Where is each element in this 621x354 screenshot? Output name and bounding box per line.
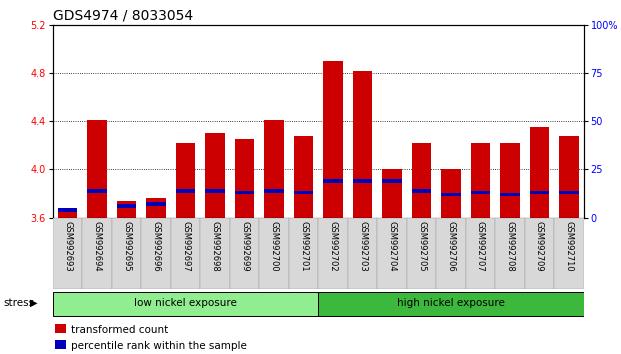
Bar (353, 70, 372, 218)
Text: GDS4974 / 8033054: GDS4974 / 8033054 (53, 8, 193, 22)
Bar (412, 143, 431, 218)
Bar (176, 143, 195, 218)
Bar (294, 136, 313, 218)
Bar (171, 218, 200, 289)
Bar (53, 218, 82, 289)
Bar (560, 191, 579, 194)
Bar (265, 189, 284, 193)
Bar (200, 218, 230, 289)
Bar (176, 189, 195, 193)
Bar (230, 218, 260, 289)
Bar (55, 324, 66, 333)
Text: GSM992700: GSM992700 (270, 221, 278, 272)
Bar (324, 61, 343, 218)
Bar (525, 218, 555, 289)
Text: stress: stress (3, 298, 34, 308)
Text: GSM992705: GSM992705 (417, 221, 426, 272)
Text: percentile rank within the sample: percentile rank within the sample (71, 341, 247, 351)
Bar (353, 179, 372, 183)
Text: transformed count: transformed count (71, 325, 169, 335)
Bar (294, 191, 313, 194)
Bar (471, 191, 490, 194)
Text: GSM992698: GSM992698 (211, 221, 219, 272)
Text: GSM992707: GSM992707 (476, 221, 485, 272)
Bar (265, 120, 284, 218)
Text: GSM992701: GSM992701 (299, 221, 308, 272)
Bar (496, 218, 525, 289)
Bar (501, 143, 520, 218)
Bar (383, 170, 402, 218)
Bar (530, 191, 549, 194)
Text: GSM992699: GSM992699 (240, 221, 249, 272)
Bar (88, 120, 107, 218)
Bar (206, 189, 225, 193)
Bar (289, 218, 318, 289)
Bar (471, 143, 490, 218)
Bar (260, 218, 289, 289)
Text: high nickel exposure: high nickel exposure (397, 298, 505, 308)
Bar (206, 133, 225, 218)
Bar (112, 218, 142, 289)
Bar (82, 218, 112, 289)
Text: GSM992702: GSM992702 (329, 221, 337, 272)
Text: GSM992694: GSM992694 (93, 221, 101, 272)
Text: ▶: ▶ (30, 298, 37, 308)
Text: GSM992708: GSM992708 (505, 221, 514, 272)
Bar (348, 218, 378, 289)
Bar (319, 292, 584, 315)
Bar (442, 193, 461, 196)
Bar (142, 218, 171, 289)
Bar (117, 204, 136, 208)
Bar (147, 202, 166, 206)
Text: GSM992697: GSM992697 (181, 221, 190, 272)
Bar (58, 209, 77, 218)
Text: GSM992693: GSM992693 (63, 221, 72, 272)
Text: GSM992696: GSM992696 (152, 221, 160, 272)
Text: GSM992704: GSM992704 (388, 221, 396, 272)
Bar (560, 136, 579, 218)
Bar (501, 193, 520, 196)
Text: GSM992706: GSM992706 (446, 221, 455, 272)
Bar (58, 208, 77, 212)
Bar (235, 191, 254, 194)
Bar (412, 189, 431, 193)
Bar (530, 127, 549, 218)
Bar (442, 170, 461, 218)
Bar (324, 179, 343, 183)
Bar (555, 218, 584, 289)
Bar (235, 139, 254, 218)
Bar (383, 179, 402, 183)
Bar (319, 218, 348, 289)
Text: low nickel exposure: low nickel exposure (134, 298, 237, 308)
Bar (88, 189, 107, 193)
Bar (436, 218, 466, 289)
Bar (55, 340, 66, 349)
Text: GSM992710: GSM992710 (564, 221, 573, 272)
Bar (53, 292, 319, 315)
Bar (147, 199, 166, 218)
Text: GSM992709: GSM992709 (535, 221, 544, 272)
Bar (407, 218, 437, 289)
Text: GSM992695: GSM992695 (122, 221, 131, 272)
Bar (117, 201, 136, 218)
Bar (466, 218, 496, 289)
Text: GSM992703: GSM992703 (358, 221, 367, 272)
Bar (378, 218, 407, 289)
